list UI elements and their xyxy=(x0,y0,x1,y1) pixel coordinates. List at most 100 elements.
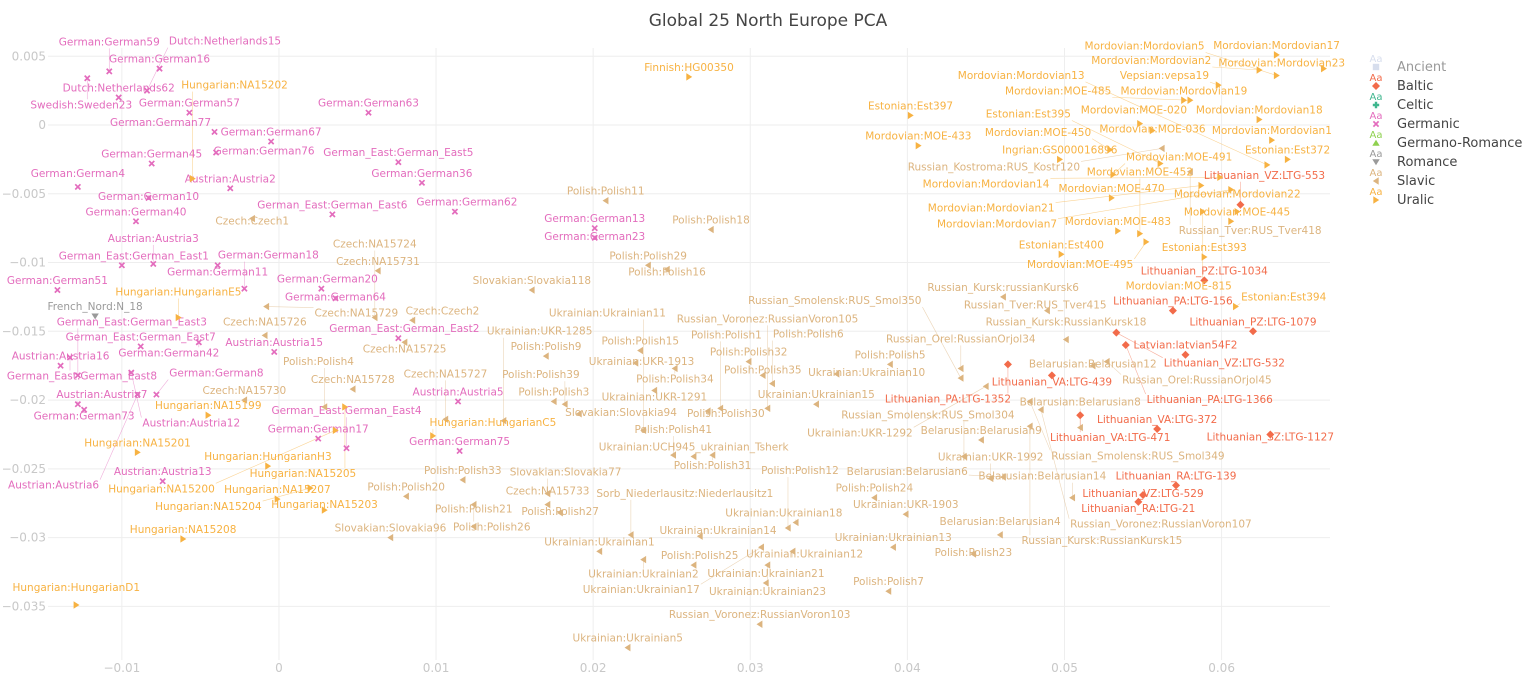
point-label: Hungarian:NA15208 xyxy=(130,524,237,536)
point-label: Polish:Polish6 xyxy=(773,329,844,341)
point-label: Russian_Voronez:RussianVoron103 xyxy=(669,609,851,621)
data-point xyxy=(1266,430,1275,439)
data-point xyxy=(671,364,678,373)
legend-text-icon: Aa xyxy=(1370,149,1383,160)
point-label: Russian_Kursk:RussianKursk18 xyxy=(986,317,1147,329)
legend-item-romance[interactable]: Aa Romance xyxy=(1370,149,1458,170)
data-point xyxy=(624,643,631,652)
leader-line xyxy=(922,306,962,379)
data-point xyxy=(249,214,255,223)
point-label: Ukrainian:Ukrainian14 xyxy=(659,525,776,537)
data-point xyxy=(1172,481,1181,490)
point-label: Russian_Kursk:russianKursk6 xyxy=(927,282,1079,294)
legend-item-germano-romance[interactable]: Aa Germano-Romance xyxy=(1370,130,1523,151)
leader-line xyxy=(1085,81,1268,166)
data-point xyxy=(395,334,402,342)
point-label: Estonian:Est397 xyxy=(868,100,953,112)
point-label: Estonian:Est395 xyxy=(986,109,1071,121)
chart-title: Global 25 North Europe PCA xyxy=(649,11,888,31)
data-point xyxy=(1058,250,1065,258)
leader-line xyxy=(1116,332,1163,358)
data-point xyxy=(470,500,477,509)
point-label: Czech:NA15728 xyxy=(311,374,395,386)
leader-line xyxy=(215,430,336,484)
point-label: Lithuanian_PZ:LTG-1079 xyxy=(1189,316,1316,328)
point-label: Mordovian:MOE-815 xyxy=(1126,281,1232,293)
legend-item-baltic[interactable]: Aa Baltic xyxy=(1370,73,1434,94)
point-label: Mordovian:Mordovian13 xyxy=(958,70,1085,82)
point-label: German:German51 xyxy=(7,275,108,287)
point-label: Lithuanian_VA:LTG-471 xyxy=(1050,432,1170,444)
point-label: Ukrainian:UCH945_ukrainian_Tsherk xyxy=(599,441,790,453)
point-label: Mordovian:MOE-470 xyxy=(1058,183,1164,195)
point-label: Ukrainian:UKR-1903 xyxy=(853,499,959,511)
data-point xyxy=(195,339,203,346)
data-point xyxy=(212,149,220,156)
leader-line xyxy=(1055,185,1202,203)
point-label: German:German20 xyxy=(277,274,378,286)
point-label: Slovakian:Slovakia94 xyxy=(565,407,677,419)
point-label: Ukrainian:Ukrainian23 xyxy=(709,586,826,598)
data-point xyxy=(349,385,356,393)
point-label: German:German76 xyxy=(214,146,315,158)
point-label: Mordovian:MOE-450 xyxy=(985,127,1091,139)
data-point xyxy=(1236,200,1245,209)
point-label: Austrian:Austria3 xyxy=(108,233,199,245)
legend-item-uralic[interactable]: Aa Uralic xyxy=(1370,187,1435,208)
data-point xyxy=(265,462,272,470)
legend-text-icon: Aa xyxy=(1370,187,1383,198)
y-tick-label: −0.015 xyxy=(2,324,46,338)
data-point xyxy=(1273,71,1280,80)
point-label: Ukrainian:UKR-1913 xyxy=(589,356,695,368)
point-label: Russian_Orel:RussianOrjol45 xyxy=(1122,375,1272,387)
data-point xyxy=(387,533,394,542)
point-label: Belarusian:Belarusian4 xyxy=(939,516,1060,528)
data-point xyxy=(1062,335,1069,344)
data-point xyxy=(1103,357,1110,366)
data-point xyxy=(1215,81,1222,89)
data-point xyxy=(789,547,796,556)
point-label: Polish:Polish35 xyxy=(724,364,802,376)
data-point xyxy=(263,302,270,311)
point-label: Hungarian:NA15205 xyxy=(250,468,357,480)
data-point xyxy=(813,400,819,408)
data-point xyxy=(886,360,893,369)
point-label: Polish:Polish1 xyxy=(691,329,762,341)
data-point xyxy=(134,448,141,457)
data-point xyxy=(1264,161,1271,169)
legend-item-ancient[interactable]: Aa Ancient xyxy=(1370,54,1447,75)
point-label: Mordovian:Mordovian22 xyxy=(1174,189,1301,201)
point-label: Polish:Polish29 xyxy=(609,250,687,262)
point-label: Austrian:Austria13 xyxy=(114,466,212,478)
legend-item-celtic[interactable]: Aa Celtic xyxy=(1370,92,1434,113)
data-point xyxy=(602,196,609,205)
point-label: Lithuanian_VA:LTG-372 xyxy=(1097,414,1217,426)
data-point xyxy=(833,370,840,378)
data-point xyxy=(227,185,234,192)
data-point xyxy=(670,451,676,459)
point-label: Lithuanian_PA:LTG-156 xyxy=(1113,296,1233,308)
point-label: Polish:Polish31 xyxy=(674,460,752,472)
legend-item-germanic[interactable]: Aa Germanic xyxy=(1370,111,1460,132)
data-point xyxy=(970,550,977,558)
data-point xyxy=(148,160,155,167)
legend[interactable]: Aa Ancient Aa Baltic Aa Celtic Aa Germanic Aa Ger… xyxy=(1370,54,1523,208)
data-point xyxy=(1076,423,1083,432)
data-point xyxy=(180,535,187,543)
point-label: Belarusian:Belarusian8 xyxy=(1020,397,1141,409)
legend-item-slavic[interactable]: Aa Slavic xyxy=(1370,168,1436,189)
point-label: German_East:German_East1 xyxy=(59,250,209,262)
data-point xyxy=(343,445,350,452)
point-label: Ukrainian:Ukrainian1 xyxy=(544,536,654,548)
data-point xyxy=(792,518,799,527)
point-label: Russian_Kostroma:RUS_Kostr120 xyxy=(908,161,1080,173)
point-label: Russian_Voronez:RussianVoron107 xyxy=(1070,519,1252,531)
data-point xyxy=(632,359,639,367)
point-label: Austrian:Austria6 xyxy=(8,480,99,492)
point-label: Polish:Polish18 xyxy=(672,215,750,227)
point-label: Mordovian:Mordovian23 xyxy=(1218,58,1345,70)
data-point xyxy=(374,267,381,275)
data-point xyxy=(456,447,463,455)
data-point xyxy=(686,73,693,81)
data-point xyxy=(1228,185,1235,194)
